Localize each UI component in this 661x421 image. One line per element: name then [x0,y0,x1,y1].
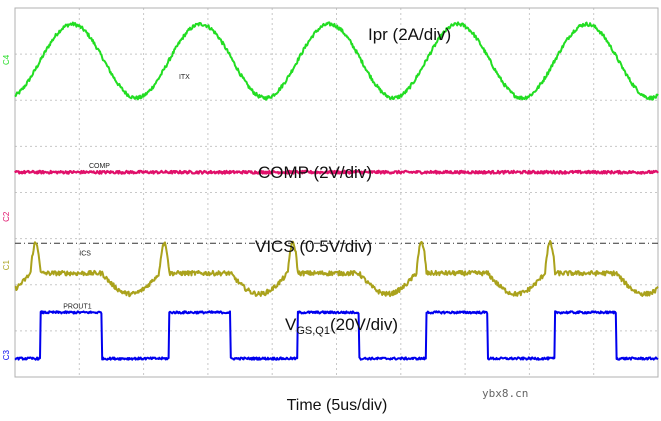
vgs-trace [14,310,659,361]
ipr-probe-tag: ITX [179,74,190,81]
plot-frame [14,7,659,378]
watermark-text: ybx8.cn [482,387,528,400]
vgs-probe-tag: PROUT1 [63,303,92,310]
ipr-label: Ipr (2A/div) [368,25,451,44]
channel-marker-group: C4 C1 C3 C2 [2,54,11,360]
probe-tag-group: ITX COMP ICS PROUT1 [63,74,190,310]
comp-trace [14,169,659,175]
ipr-channel-marker: C4 [2,54,11,65]
vics-label: VICS (0.5V/div) [255,237,372,256]
vics-probe-tag: ICS [79,250,91,257]
c2-channel-marker: C2 [2,211,11,222]
vgs-label-rest: (20V/div) [330,315,398,334]
vgs-channel-marker: C3 [2,349,11,360]
ipr-trace [14,21,659,101]
vgs-label-main: V [285,315,297,334]
trace-group [14,21,659,361]
graticule-grid [15,8,658,377]
vics-channel-marker: C1 [2,260,11,271]
comp-probe-tag: COMP [89,163,110,170]
vgs-label-sub: GS,Q1 [296,325,330,337]
comp-label: COMP (2V/div) [258,163,372,182]
x-axis-label: Time (5us/div) [287,397,388,414]
vgs-label: VGS,Q1(20V/div) [285,315,398,337]
vics-trace [14,240,659,298]
